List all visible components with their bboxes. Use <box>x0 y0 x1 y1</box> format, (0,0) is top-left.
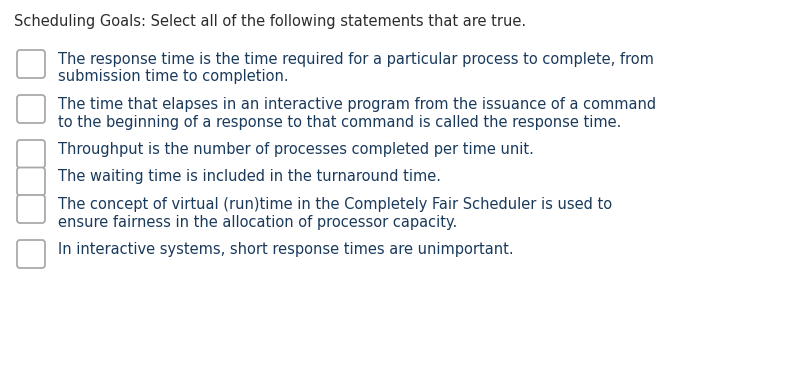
Text: ensure fairness in the allocation of processor capacity.: ensure fairness in the allocation of pro… <box>58 214 457 229</box>
FancyBboxPatch shape <box>17 140 45 168</box>
Text: The time that elapses in an interactive program from the issuance of a command: The time that elapses in an interactive … <box>58 97 656 112</box>
FancyBboxPatch shape <box>17 95 45 123</box>
FancyBboxPatch shape <box>17 167 45 195</box>
Text: to the beginning of a response to that command is called the response time.: to the beginning of a response to that c… <box>58 115 621 129</box>
FancyBboxPatch shape <box>17 240 45 268</box>
Text: In interactive systems, short response times are unimportant.: In interactive systems, short response t… <box>58 242 513 257</box>
Text: The concept of virtual (run)time in the Completely Fair Scheduler is used to: The concept of virtual (run)time in the … <box>58 197 612 212</box>
FancyBboxPatch shape <box>17 195 45 223</box>
Text: The waiting time is included in the turnaround time.: The waiting time is included in the turn… <box>58 169 441 185</box>
Text: The response time is the time required for a particular process to complete, fro: The response time is the time required f… <box>58 52 654 67</box>
Text: Scheduling Goals: Select all of the following statements that are true.: Scheduling Goals: Select all of the foll… <box>14 14 526 29</box>
FancyBboxPatch shape <box>17 50 45 78</box>
Text: Throughput is the number of processes completed per time unit.: Throughput is the number of processes co… <box>58 142 534 157</box>
Text: submission time to completion.: submission time to completion. <box>58 69 289 85</box>
